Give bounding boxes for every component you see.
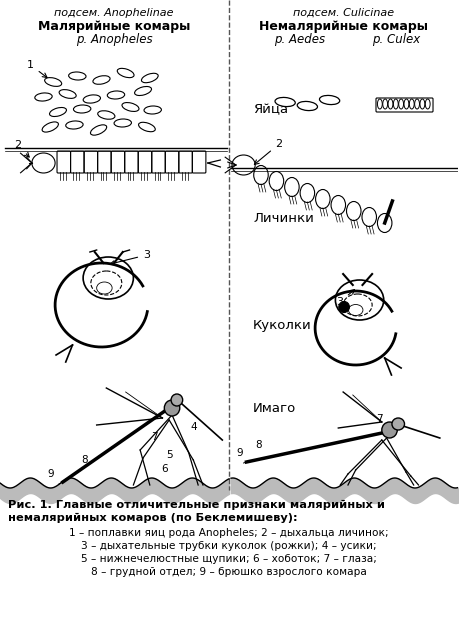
Text: р. Anopheles: р. Anopheles [76,33,152,46]
Text: 3: 3 [337,290,355,307]
Text: 9: 9 [237,448,243,458]
Text: Малярийные комары: Малярийные комары [38,20,190,33]
Text: Немалярийные комары: Немалярийные комары [259,20,428,33]
Text: 3 – дыхательные трубки куколок (рожки); 4 – усики;: 3 – дыхательные трубки куколок (рожки); … [81,541,377,551]
Ellipse shape [171,394,182,406]
Ellipse shape [392,418,404,430]
Text: 4: 4 [190,422,197,432]
Text: 2: 2 [255,139,283,164]
Ellipse shape [339,302,349,312]
Text: подсем. Culicinae: подсем. Culicinae [292,8,394,18]
Text: подсем. Anophelinae: подсем. Anophelinae [55,8,174,18]
Text: 1: 1 [27,60,47,77]
Text: 8 – грудной отдел; 9 – брюшко взрослого комара: 8 – грудной отдел; 9 – брюшко взрослого … [91,567,367,577]
Text: 5 – нижнечелюстные щупики; 6 – хоботок; 7 – глаза;: 5 – нижнечелюстные щупики; 6 – хоботок; … [81,554,377,564]
Ellipse shape [164,400,180,416]
Text: Куколки: Куколки [253,319,312,331]
Text: 7: 7 [376,414,383,424]
Text: 9: 9 [47,469,54,479]
Text: Имаго: Имаго [253,401,297,415]
Ellipse shape [382,422,397,438]
Text: 3: 3 [110,250,150,265]
Text: Яйца: Яйца [253,103,288,117]
Text: 8: 8 [82,455,88,465]
Text: р. Culex: р. Culex [372,33,420,46]
Text: 5: 5 [166,450,173,460]
Text: 8: 8 [256,440,262,450]
Text: 7: 7 [151,432,158,442]
Text: Личинки: Личинки [253,212,314,224]
Text: немалярийных комаров (по Беклемишеву):: немалярийных комаров (по Беклемишеву): [8,513,297,523]
Text: 2: 2 [15,140,29,157]
Text: Рис. 1. Главные отличительные признаки малярийных и: Рис. 1. Главные отличительные признаки м… [8,500,385,510]
Text: 1 – поплавки яиц рода Anopheles; 2 – дыхальца личинок;: 1 – поплавки яиц рода Anopheles; 2 – дых… [69,528,389,538]
Text: 6: 6 [161,464,168,474]
Text: р. Aedes: р. Aedes [274,33,325,46]
